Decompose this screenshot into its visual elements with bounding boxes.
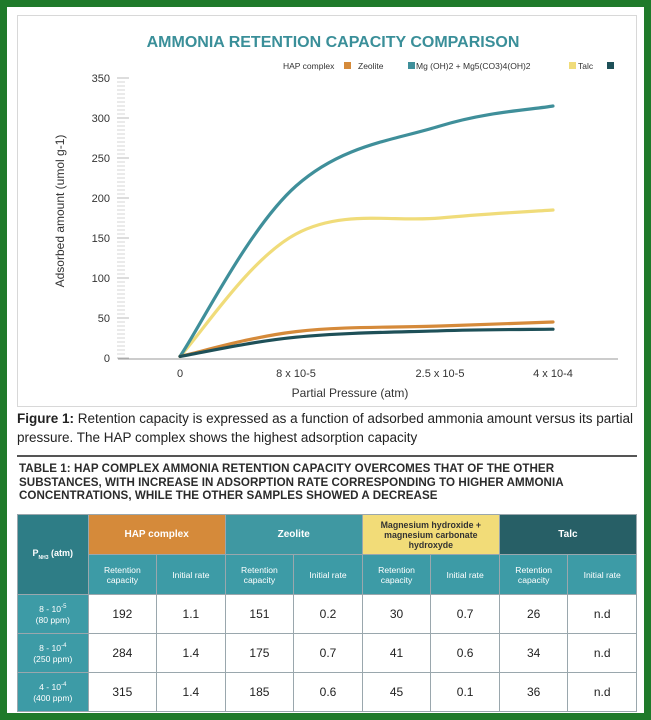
figure-caption: Figure 1: Retention capacity is expresse… [17, 409, 637, 447]
group-header-talc: Talc [498, 514, 638, 555]
retention-table: PNH3 (atm) HAP complex Zeolite Magnesium… [17, 514, 638, 712]
y-axis-label: Adsorbed amount (umol g-1) [53, 135, 67, 288]
table-cell: n.d [567, 672, 637, 712]
row-label: 8 - 10-5 (80 ppm) [17, 594, 89, 634]
x-tick-label: 4 x 10-4 [533, 368, 573, 380]
table-cell: 30 [361, 594, 432, 634]
table-cell: n.d [567, 594, 637, 634]
param-header-sub: NH3 [38, 554, 49, 561]
legend-label: Talc [578, 61, 594, 71]
legend-swatch [569, 62, 576, 69]
table-cell: 1.4 [156, 672, 226, 712]
row-ppm: (80 ppm) [35, 614, 70, 625]
y-tick-label: 0 [104, 353, 110, 365]
series-line-talc [178, 327, 555, 358]
group-header-magnesium: Magnesium hydroxide + magnesium carbonat… [361, 514, 500, 555]
table-cell: 41 [361, 633, 432, 673]
row-label: 4 - 10-4 (400 ppm) [17, 672, 89, 712]
x-tick-label: 2.5 x 10-5 [416, 368, 465, 380]
row-exponent: -5 [61, 604, 67, 611]
table-row: 8 - 10-5 (80 ppm) 192 1.1 151 0.2 30 0.7 … [17, 594, 637, 634]
table-row: 8 - 10-4 (250 ppm) 284 1.4 175 0.7 41 0.6… [17, 633, 637, 673]
group-header-hap: HAP complex [87, 514, 226, 555]
table-row: 4 - 10-4 (400 ppm) 315 1.4 185 0.6 45 0.1… [17, 672, 637, 712]
legend-label: Zeolite [358, 61, 384, 71]
legend-swatch [607, 62, 614, 69]
table-cell: n.d [567, 633, 637, 673]
y-tick-label: 300 [92, 113, 110, 125]
legend-label: HAP complex [283, 61, 335, 71]
table-cell: 0.7 [293, 633, 363, 673]
row-label: 8 - 10-4 (250 ppm) [17, 633, 89, 673]
subheader-rate: Initial rate [430, 554, 500, 595]
y-tick-label: 50 [98, 313, 110, 325]
table-cell: 175 [224, 633, 295, 673]
table-cell: 45 [361, 672, 432, 712]
y-tick-label: 200 [92, 193, 110, 205]
legend-swatch [408, 62, 415, 69]
param-header-unit: (atm) [48, 548, 74, 559]
table-title: TABLE 1: HAP COMPLEX AMMONIA RETENTION C… [19, 462, 564, 502]
table-cell: 185 [224, 672, 295, 712]
legend-swatch [344, 62, 351, 69]
chart-title: AMMONIA RETENTION CAPACITY COMPARISON [147, 34, 520, 51]
y-tick-label: 350 [92, 73, 110, 85]
row-pressure: 8 - 10 [39, 642, 62, 653]
x-tick-label: 8 x 10-5 [276, 368, 316, 380]
x-tick-label: 0 [177, 368, 183, 380]
table-cell: 0.7 [430, 594, 500, 634]
y-tick-label: 250 [92, 153, 110, 165]
table-cell: 34 [498, 633, 569, 673]
subheader-rate: Initial rate [567, 554, 637, 595]
row-ppm: (400 ppm) [33, 692, 73, 703]
subheader-retention: Retention capacity [224, 554, 295, 595]
table-cell: 0.1 [430, 672, 500, 712]
table-cell: 0.6 [430, 633, 500, 673]
table-cell: 192 [87, 594, 158, 634]
caption-text: Retention capacity is expressed as a fun… [17, 411, 634, 445]
series-line-hap-complex [178, 320, 555, 358]
y-tick-label: 100 [92, 273, 110, 285]
subheader-retention: Retention capacity [498, 554, 569, 595]
subheader-rate: Initial rate [293, 554, 363, 595]
row-exponent: -4 [61, 682, 67, 689]
x-axis-label: Partial Pressure (atm) [292, 386, 409, 400]
chart: AMMONIA RETENTION CAPACITY COMPARISON HAP… [53, 34, 618, 400]
table-cell: 1.1 [156, 594, 226, 634]
table-divider [17, 455, 637, 457]
table-cell: 284 [87, 633, 158, 673]
group-header-zeolite: Zeolite [224, 514, 363, 555]
subheader-retention: Retention capacity [361, 554, 432, 595]
table-cell: 1.4 [156, 633, 226, 673]
param-header-p: P [32, 548, 39, 559]
table-cell: 36 [498, 672, 569, 712]
row-pressure: 4 - 10 [39, 681, 62, 692]
table-cell: 26 [498, 594, 569, 634]
table-cell: 315 [87, 672, 158, 712]
subheader-retention: Retention capacity [87, 554, 158, 595]
table-cell: 0.2 [293, 594, 363, 634]
figure-frame: AMMONIA RETENTION CAPACITY COMPARISON HAP… [7, 7, 644, 713]
series-line-zeolite [178, 104, 555, 358]
series-line-mg-oh-2-mg5-co3-4-oh-2 [178, 208, 555, 358]
table-cell: 0.6 [293, 672, 363, 712]
table-cell: 151 [224, 594, 295, 634]
chart-panel: AMMONIA RETENTION CAPACITY COMPARISON HAP… [17, 15, 637, 407]
subheader-rate: Initial rate [156, 554, 226, 595]
param-header: PNH3 (atm) [17, 514, 89, 595]
row-exponent: -4 [61, 643, 67, 650]
y-tick-label: 150 [92, 233, 110, 245]
legend-label: Mg (OH)2 + Mg5(CO3)4(OH)2 [416, 61, 531, 71]
row-pressure: 8 - 10 [39, 603, 62, 614]
caption-label: Figure 1: [17, 411, 75, 426]
row-ppm: (250 ppm) [33, 653, 73, 664]
